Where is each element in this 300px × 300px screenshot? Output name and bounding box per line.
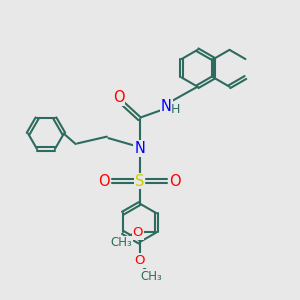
- Text: S: S: [135, 174, 144, 189]
- Text: N: N: [134, 141, 145, 156]
- Text: O: O: [113, 91, 124, 106]
- Text: N: N: [161, 99, 172, 114]
- Text: H: H: [171, 103, 181, 116]
- Text: O: O: [134, 254, 145, 267]
- Text: O: O: [133, 226, 143, 239]
- Text: O: O: [98, 174, 110, 189]
- Text: CH₃: CH₃: [141, 269, 162, 283]
- Text: O: O: [169, 174, 181, 189]
- Text: CH₃: CH₃: [111, 236, 132, 249]
